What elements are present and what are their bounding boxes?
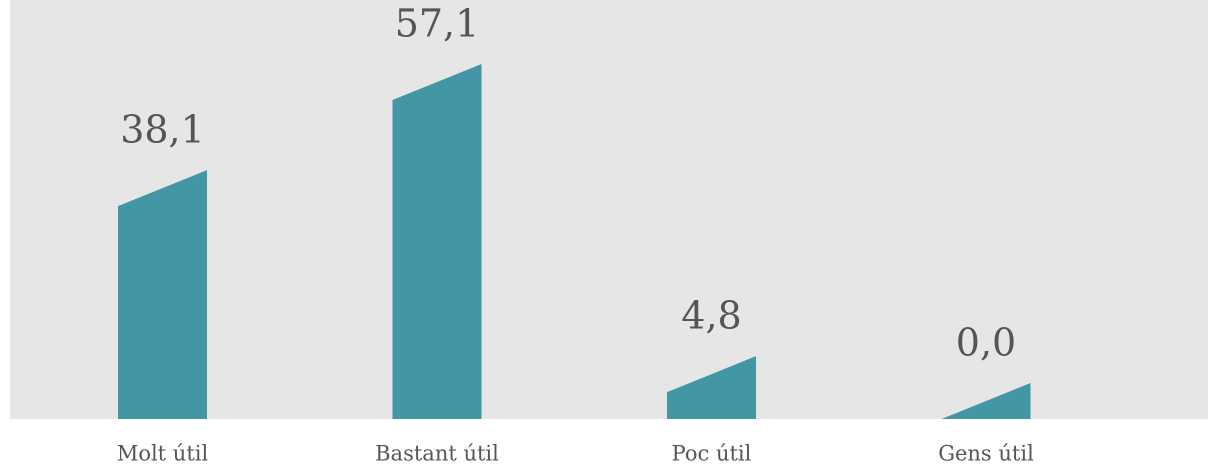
value-label: 57,1	[395, 2, 480, 46]
bar	[941, 383, 1031, 419]
plot-background	[10, 0, 1208, 419]
x-tick-label: Bastant útil	[375, 442, 499, 466]
bar	[392, 64, 482, 419]
value-label: 38,1	[120, 108, 205, 152]
x-tick-label: Gens útil	[938, 442, 1034, 466]
bar	[667, 356, 756, 419]
value-label: 0,0	[956, 321, 1016, 365]
x-tick-label: Poc útil	[672, 442, 752, 466]
bar	[118, 170, 207, 419]
x-tick-label: Molt útil	[117, 442, 209, 466]
value-label: 4,8	[681, 294, 741, 338]
